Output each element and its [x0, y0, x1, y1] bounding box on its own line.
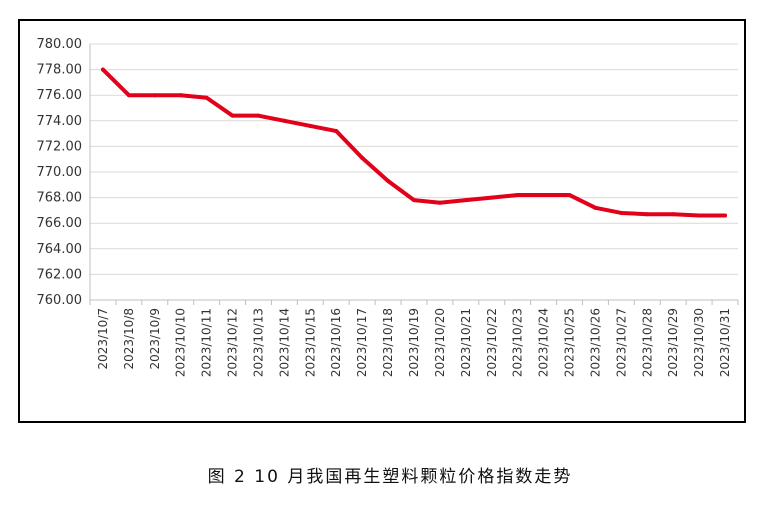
- data-point: [386, 178, 391, 183]
- x-tick-label: 2023/10/12: [226, 308, 240, 377]
- y-tick-label: 768.00: [37, 191, 83, 206]
- x-tick-label: 2023/10/19: [407, 308, 421, 377]
- data-point: [541, 193, 546, 198]
- data-point: [412, 198, 416, 203]
- x-tick-label: 2023/10/10: [174, 308, 188, 377]
- y-tick-label: 772.00: [37, 139, 83, 154]
- x-tick-label: 2023/10/13: [251, 308, 265, 377]
- x-tick-label: 2023/10/21: [459, 308, 473, 377]
- data-point: [515, 193, 520, 198]
- x-tick-label: 2023/10/26: [588, 308, 602, 377]
- x-tick-label: 2023/10/22: [485, 308, 499, 377]
- series-line: [100, 67, 728, 218]
- data-point: [360, 155, 365, 160]
- data-point: [230, 113, 235, 118]
- x-tick-label: 2023/10/17: [355, 308, 369, 377]
- line-chart: 760.00 762.00 764.00 766.00 768.00 770.00 772.…: [37, 37, 739, 377]
- y-tick-labels: 760.00 762.00 764.00 766.00 768.00 770.00 772.…: [37, 37, 83, 308]
- y-tick-label: 776.00: [37, 88, 83, 103]
- figure-caption: 图 2 10 月我国再生塑料颗粒价格指数走势: [207, 467, 573, 487]
- data-point: [619, 210, 624, 215]
- x-tick-label: 2023/10/16: [329, 308, 343, 377]
- x-tick-label: 2023/10/31: [718, 308, 732, 377]
- x-tick-label: 2023/10/14: [277, 308, 291, 377]
- data-point: [697, 213, 702, 218]
- data-point: [152, 93, 157, 98]
- gridlines: [90, 43, 738, 275]
- x-tick-label: 2023/10/25: [563, 308, 577, 377]
- data-point: [723, 213, 728, 218]
- y-tick-label: 764.00: [37, 242, 83, 257]
- y-tick-label: 774.00: [37, 114, 83, 129]
- x-tick-label: 2023/10/28: [640, 308, 654, 377]
- data-point: [645, 212, 650, 217]
- y-tick-label: 762.00: [37, 267, 83, 282]
- series-layer: [100, 67, 728, 218]
- x-tick-label: 2023/10/20: [433, 308, 447, 377]
- data-point: [178, 93, 183, 98]
- data-point: [437, 200, 442, 205]
- x-tick-label: 2023/10/9: [148, 308, 162, 370]
- data-point: [204, 95, 209, 100]
- data-point: [671, 212, 676, 217]
- y-tick-label: 778.00: [37, 63, 83, 78]
- data-point: [282, 118, 287, 123]
- data-point: [256, 113, 261, 118]
- x-tick-labels: 2023/10/7 2023/10/8 2023/10/9 2023/10/10 202…: [96, 308, 732, 377]
- y-tick-label: 766.00: [37, 216, 83, 231]
- x-tick-label: 2023/10/11: [200, 308, 214, 377]
- x-tick-label: 2023/10/29: [666, 308, 680, 377]
- x-tick-label: 2023/10/30: [692, 308, 706, 377]
- y-tick-label: 760.00: [37, 293, 83, 308]
- x-tick-label: 2023/10/8: [122, 308, 136, 370]
- data-point: [126, 93, 131, 98]
- x-tick-label: 2023/10/18: [381, 308, 395, 377]
- data-point: [463, 198, 468, 203]
- x-tick-label: 2023/10/23: [511, 308, 525, 377]
- x-tick-label: 2023/10/24: [537, 308, 551, 377]
- data-point: [100, 67, 105, 72]
- x-tick-label: 2023/10/27: [614, 308, 628, 377]
- y-tick-label: 780.00: [37, 37, 83, 52]
- y-tick-label: 770.00: [37, 165, 83, 180]
- chart-frame: 760.00 762.00 764.00 766.00 768.00 770.00 772.…: [18, 19, 746, 423]
- data-point: [334, 129, 339, 134]
- data-point: [308, 123, 313, 128]
- data-point: [593, 205, 598, 210]
- axes: [89, 44, 739, 305]
- data-point: [489, 195, 494, 200]
- data-point: [567, 193, 572, 198]
- x-tick-label: 2023/10/7: [96, 308, 110, 370]
- x-tick-label: 2023/10/15: [303, 308, 317, 377]
